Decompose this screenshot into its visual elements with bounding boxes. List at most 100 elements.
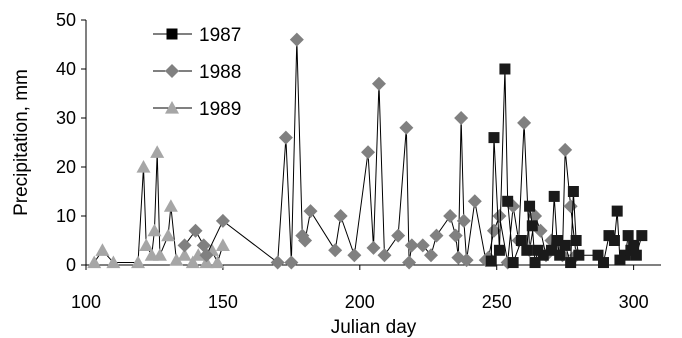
data-point-1987 [545,244,557,256]
data-point-1987 [526,220,538,232]
data-point-1989 [215,238,230,251]
data-point-1988 [424,248,438,263]
x-tick-label: 250 [482,292,512,312]
data-point-1987 [493,244,505,256]
y-axis-label: Precipitation, mm [11,69,32,216]
data-point-1988 [196,238,211,253]
data-point-1987 [515,235,527,246]
data-point-1988 [215,213,230,228]
data-point-1988 [486,223,501,238]
data-point-1988 [429,228,444,243]
data-point-1987 [521,244,533,256]
series-line-1988 [184,39,577,264]
data-point-1988 [415,238,430,253]
data-point-1987 [499,63,511,75]
data-point-1987 [611,205,623,217]
data-point-1987 [565,257,577,269]
data-point-1988 [459,253,474,268]
data-point-1989 [95,243,110,256]
data-point-1987 [608,235,620,246]
y-tick-label: 0 [66,255,76,275]
data-point-1988 [328,243,343,258]
legend-label: 1988 [199,62,241,83]
data-point-1989 [87,255,102,269]
data-point-1987 [628,239,640,251]
data-point-1987 [573,249,585,261]
data-point-1989 [177,248,192,261]
legend-marker [165,101,179,114]
data-point-1988 [347,248,362,263]
data-point-1987 [551,235,563,246]
data-point-1987 [537,249,549,261]
data-point-1989 [210,255,225,269]
data-point-1987 [524,200,536,212]
data-point-1988 [303,204,318,219]
data-point-1987 [554,249,566,261]
data-point-1988 [188,223,203,238]
data-point-1987 [567,186,579,197]
x-tick-label: 200 [345,292,375,312]
legend-marker [165,64,179,78]
data-point-1988 [361,145,376,160]
y-tick-label: 50 [56,10,76,30]
data-point-1987 [622,230,634,242]
data-point-1988 [448,228,463,243]
data-point-1989 [131,255,146,269]
legend-marker [166,28,178,40]
data-point-1987 [502,195,514,207]
data-point-1987 [529,257,541,269]
data-point-1988 [298,233,313,248]
data-point-1987 [598,257,609,269]
plot-area: 0 10 20 30 40 50 100 150 200 250 300 [56,10,661,312]
data-point-1988 [443,209,458,223]
data-point-1988 [284,255,299,270]
data-point-1988 [558,142,573,157]
legend-item-1989: 1989 [153,99,241,120]
legend: 1987 1988 1989 [153,25,241,120]
data-point-1988 [371,76,386,91]
data-point-1989 [191,248,206,261]
data-point-1988 [278,130,293,145]
data-point-1989 [106,255,121,269]
data-point-1989 [147,223,162,237]
x-tick-label: 300 [619,292,649,312]
data-point-1988 [270,255,285,270]
data-point-1987 [488,132,500,144]
data-point-1987 [636,230,648,242]
data-point-1987 [630,249,642,261]
data-point-1987 [570,235,582,246]
data-point-1989 [152,248,167,261]
data-point-1988 [492,209,507,223]
data-point-1988 [366,240,381,255]
y-tick-label: 40 [56,59,76,79]
data-point-1987 [548,190,560,202]
data-point-1989 [139,238,154,251]
data-point-1988 [199,248,214,263]
data-point-1989 [136,160,151,173]
data-point-1988 [467,194,482,209]
data-point-1988 [391,228,406,243]
legend-item-1987: 1987 [153,25,241,46]
data-point-1988 [517,115,532,130]
data-point-1988 [333,209,348,223]
legend-item-1988: 1988 [153,62,241,83]
data-point-1988 [404,238,419,253]
data-point-1988 [399,120,414,135]
data-point-1987 [485,255,497,267]
data-point-1988 [456,213,471,228]
data-point-1987 [559,239,571,251]
data-point-1989 [163,199,178,212]
data-point-1989 [150,145,165,158]
data-point-1988 [402,255,417,270]
data-point-1989 [169,253,184,266]
legend-label: 1987 [199,25,241,46]
x-tick-label: 150 [208,292,238,312]
data-point-1987 [507,257,519,269]
legend-label: 1989 [199,99,241,120]
data-point-1988 [454,111,469,125]
x-axis-label: Julian day [331,317,417,338]
y-tick-label: 30 [56,108,76,128]
x-tick-label: 100 [71,292,101,312]
data-point-1988 [177,238,192,253]
y-tick-label: 10 [56,206,76,226]
